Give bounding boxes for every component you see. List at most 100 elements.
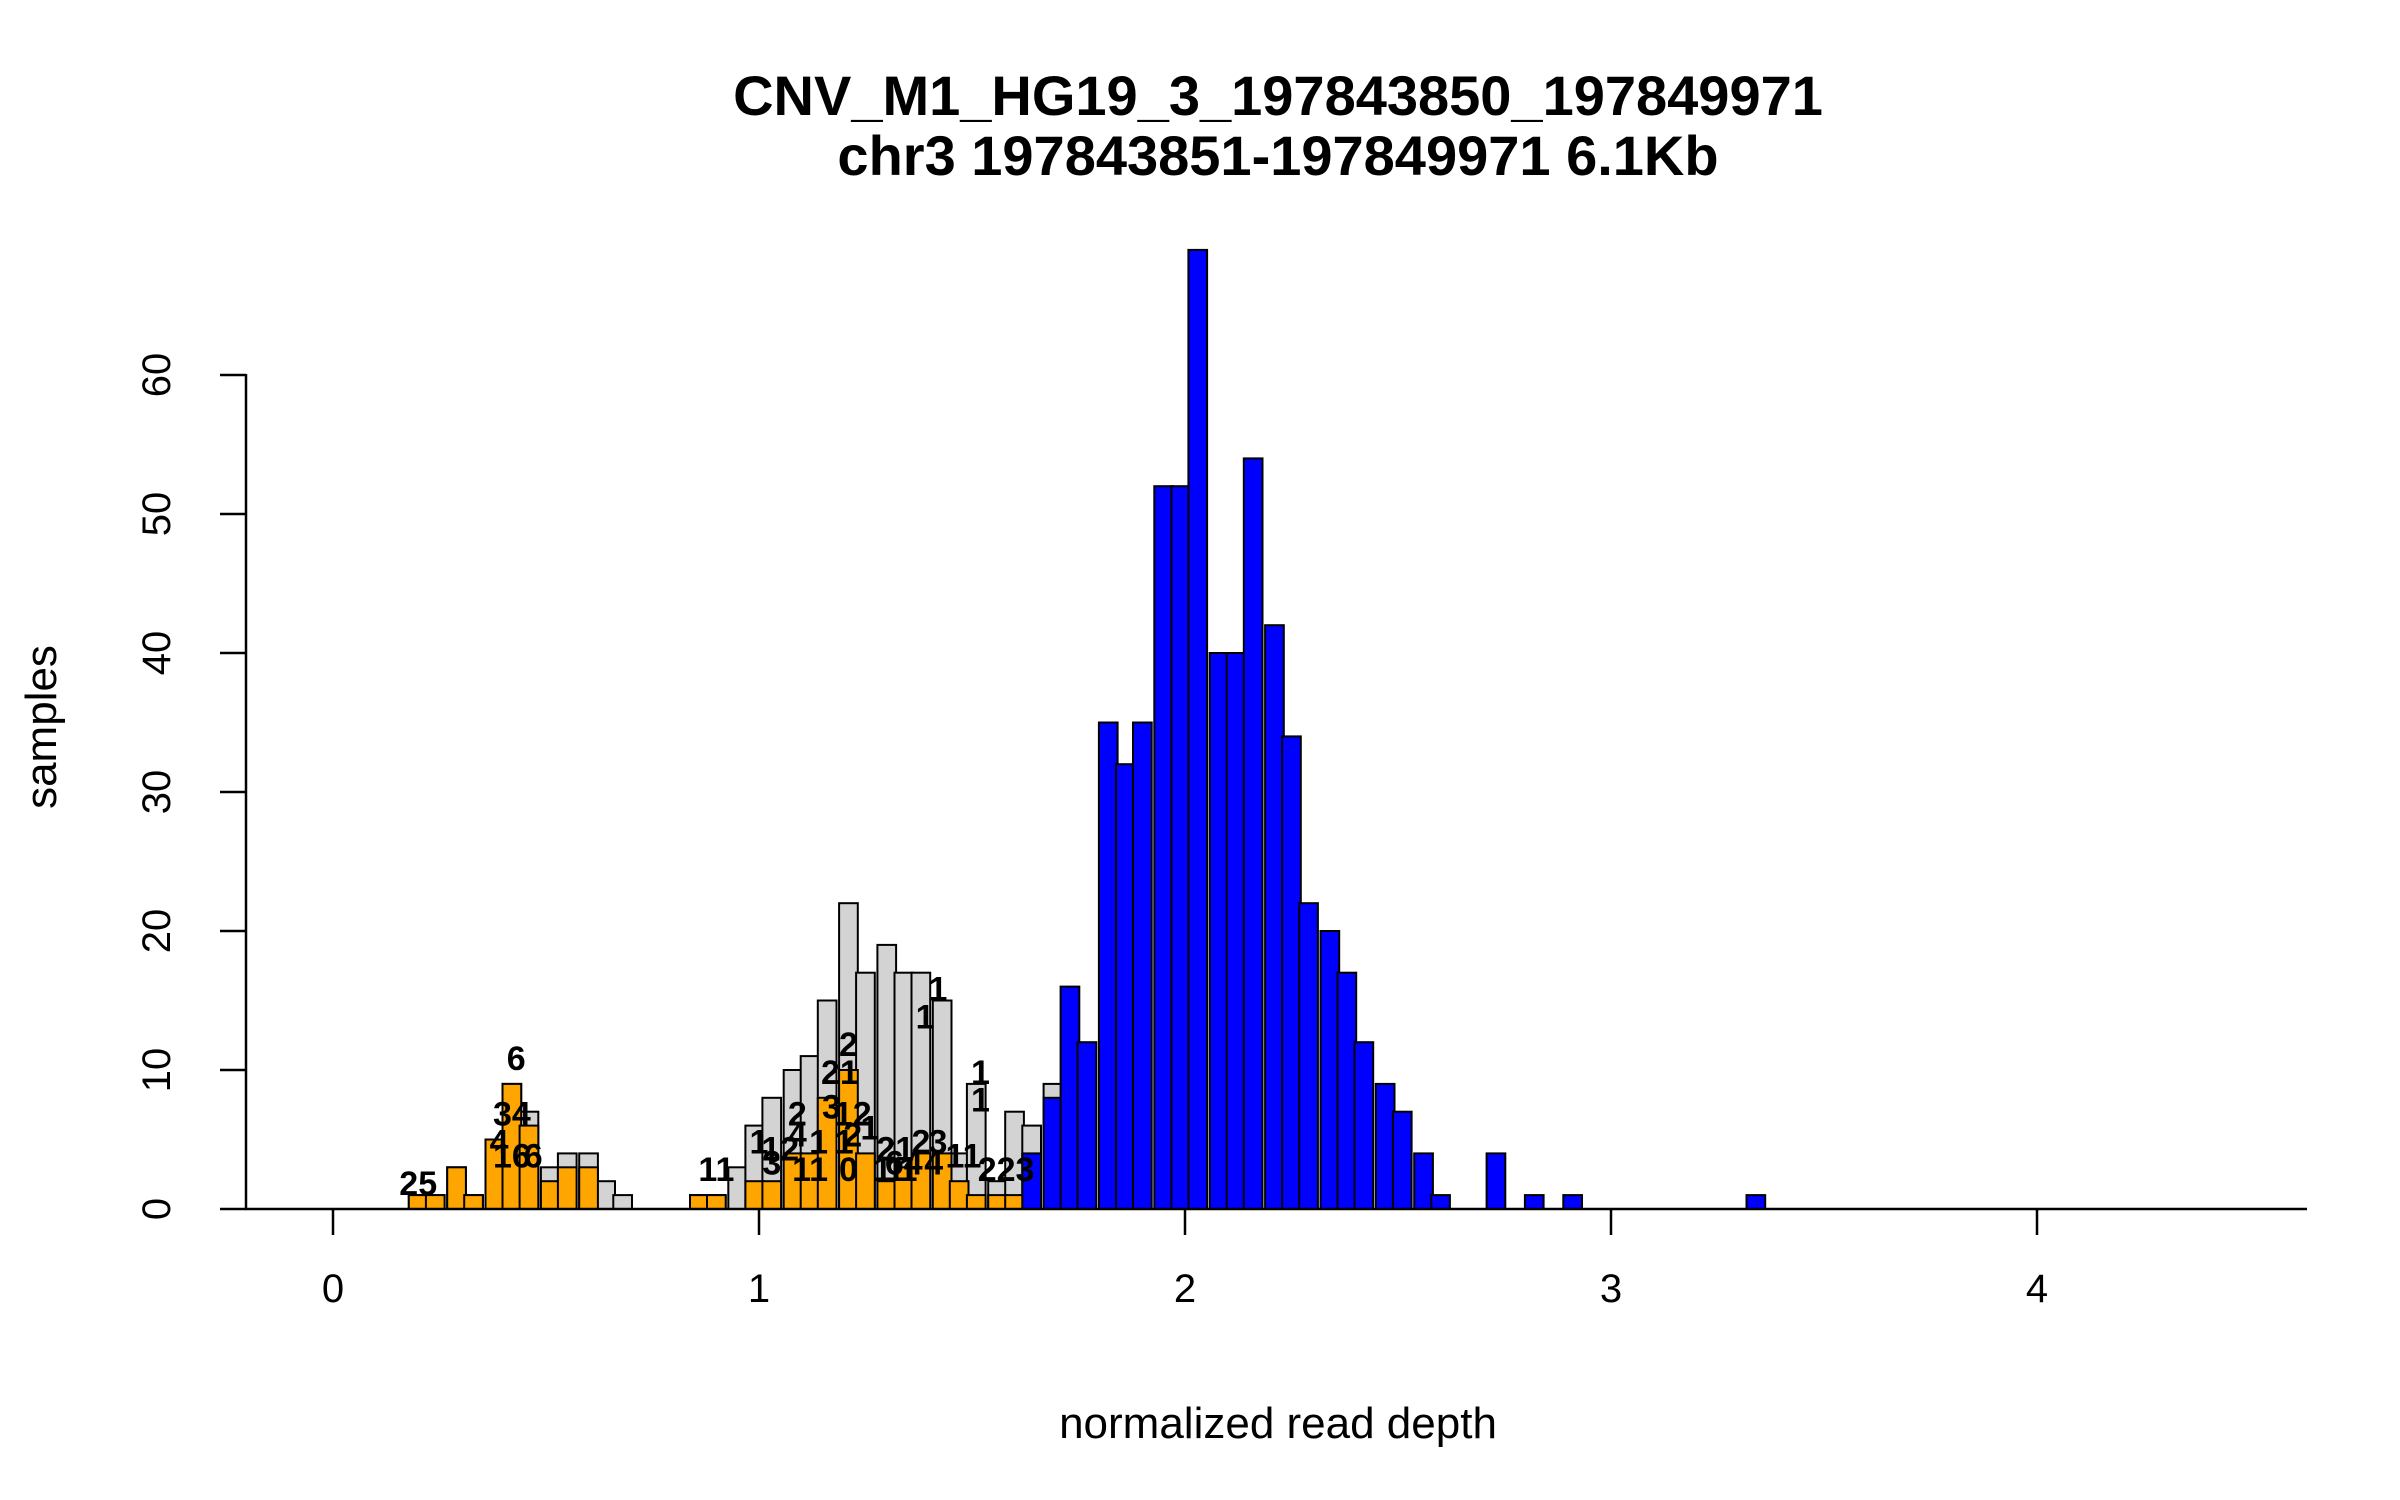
histogram-bar	[1242, 457, 1264, 1210]
data-label: 25	[399, 1165, 437, 1203]
data-label: 21	[821, 1054, 859, 1092]
data-label: 1	[886, 1151, 905, 1189]
data-label: 6	[524, 1137, 543, 1175]
histogram-bar	[744, 1180, 766, 1210]
histogram-bar	[1076, 1041, 1098, 1210]
y-tick-label: 30	[135, 770, 179, 815]
histogram-bar	[855, 1152, 876, 1211]
histogram-bar	[1523, 1194, 1545, 1210]
y-axis-label: samples	[17, 645, 66, 809]
data-label: 1	[971, 1082, 990, 1120]
x-axis: 0 1 2 3 4	[245, 1207, 2307, 1311]
data-label: 1	[873, 1151, 892, 1189]
histogram-bar	[1264, 624, 1285, 1210]
data-label: 16	[493, 1137, 531, 1175]
data-label: 6	[507, 1040, 526, 1078]
histogram-bar	[1413, 1152, 1434, 1211]
data-label: 1	[809, 1151, 828, 1189]
x-tick-label: 0	[322, 1267, 344, 1311]
histogram-bar	[1187, 248, 1209, 1210]
data-label: 4	[490, 1123, 509, 1161]
data-label: 2	[911, 1123, 930, 1161]
x-tick-label: 1	[748, 1267, 770, 1311]
histogram-bar	[1374, 1082, 1396, 1211]
data-label: 1	[860, 1110, 879, 1148]
data-label: 2	[843, 1117, 862, 1155]
histogram-bar	[1170, 485, 1192, 1210]
data-label: 3	[822, 1089, 841, 1127]
histogram-bar	[1336, 971, 1358, 1211]
histogram-bar	[1208, 652, 1230, 1210]
y-tick-label: 0	[135, 1198, 179, 1220]
data-label: 1	[916, 998, 935, 1036]
histogram-bar	[1115, 763, 1136, 1210]
x-tick-label: 3	[1600, 1267, 1622, 1311]
data-label: 223	[978, 1151, 1035, 1189]
x-tick-label: 4	[2026, 1267, 2048, 1311]
histogram-bar	[463, 1194, 484, 1210]
histogram-bar	[689, 1194, 710, 1210]
data-label: 1	[971, 1054, 990, 1092]
data-label: 1	[809, 1123, 828, 1161]
histogram-bar	[1745, 1194, 1767, 1210]
data-label: 2	[788, 1096, 807, 1134]
histogram-bar	[556, 1166, 578, 1211]
data-label: 21	[876, 1130, 914, 1168]
data-label: 3	[762, 1144, 781, 1182]
histogram-bar	[948, 1180, 970, 1210]
data-label: 1	[928, 971, 947, 1009]
data-label: 34	[493, 1096, 531, 1134]
data-label: 1	[899, 1151, 918, 1189]
data-label: 11	[698, 1151, 734, 1189]
histogram-bar	[987, 1194, 1008, 1210]
histogram-bar	[1485, 1152, 1507, 1211]
histogram-bar	[1132, 721, 1153, 1210]
histogram-bar	[446, 1166, 467, 1211]
data-label: 0	[839, 1151, 858, 1189]
histogram-bar	[761, 1180, 783, 1210]
histogram-bar	[1430, 1194, 1451, 1210]
histogram-bar	[612, 1194, 633, 1210]
histogram-bar	[1153, 485, 1175, 1210]
histogram-bar	[1225, 652, 1247, 1210]
histogram-bar	[595, 1180, 616, 1210]
data-label: 12	[761, 1130, 799, 1168]
y-axis: 0 10 20 30 40 50 60	[135, 353, 248, 1220]
x-axis-label: normalized read depth	[1059, 1399, 1497, 1448]
bars-group	[333, 248, 2229, 1211]
histogram-bar	[1097, 721, 1119, 1210]
histogram-bar	[1004, 1194, 1025, 1210]
x-tick-label: 2	[1174, 1267, 1196, 1311]
data-label: 1	[750, 1123, 769, 1161]
data-label: 4	[924, 1144, 943, 1182]
y-tick-label: 40	[135, 631, 179, 676]
data-label: 3	[928, 1123, 947, 1161]
data-label: 4	[788, 1117, 807, 1155]
histogram-bar	[1042, 1096, 1064, 1211]
histogram-bar	[965, 1194, 987, 1210]
data-label: 12	[834, 1096, 872, 1134]
histogram-bar	[1391, 1110, 1413, 1210]
chart-subtitle: chr3 197843851-197849971 6.1Kb	[837, 124, 1718, 187]
data-label: 11	[946, 1137, 982, 1175]
histogram-bar	[1298, 902, 1319, 1210]
histogram-bar	[578, 1166, 599, 1211]
histogram-bar	[1319, 930, 1341, 1210]
histogram-bar	[706, 1194, 727, 1210]
histogram-bar	[1353, 1041, 1375, 1210]
y-tick-label: 60	[135, 353, 179, 398]
histogram-bar	[539, 1180, 561, 1210]
data-label: 2	[839, 1026, 858, 1064]
chart-title: CNV_M1_HG19_3_197843850_197849971	[733, 64, 1823, 127]
histogram-bar	[1059, 985, 1081, 1210]
histogram-bar	[1562, 1194, 1584, 1210]
y-tick-label: 10	[135, 1048, 179, 1093]
data-label: 64	[885, 1144, 923, 1182]
data-label: 1	[792, 1151, 811, 1189]
y-tick-label: 50	[135, 492, 179, 537]
histogram-bar	[1281, 735, 1302, 1211]
data-label: 1	[835, 1123, 854, 1161]
y-tick-label: 20	[135, 909, 179, 954]
